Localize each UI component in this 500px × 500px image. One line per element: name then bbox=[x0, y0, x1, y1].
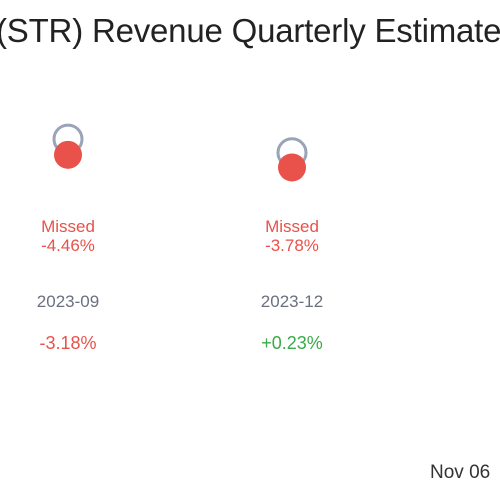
status-label: Missed bbox=[41, 217, 95, 236]
period-label: 2023-12 bbox=[261, 292, 323, 311]
chart-title: (STR) Revenue Quarterly Estimates bbox=[0, 12, 500, 49]
period-label: 2023-09 bbox=[37, 292, 99, 311]
status-label: Missed bbox=[265, 217, 319, 236]
actual-marker bbox=[54, 140, 82, 169]
change-value: -3.18% bbox=[39, 333, 96, 353]
change-value: +0.23% bbox=[261, 333, 323, 353]
date-stamp: Nov 06 bbox=[430, 462, 491, 483]
surprise-value: -4.46% bbox=[41, 236, 95, 255]
surprise-value: -3.78% bbox=[265, 236, 319, 255]
actual-marker bbox=[278, 153, 306, 182]
